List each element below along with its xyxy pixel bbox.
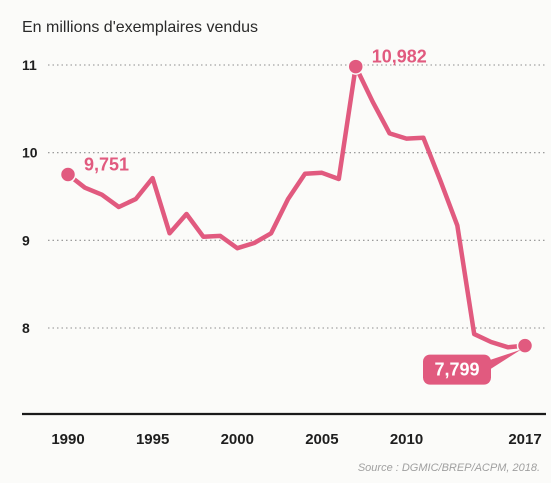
value-label-box xyxy=(423,354,491,385)
y-tick-label: 9 xyxy=(22,232,30,248)
value-label: 7,799 xyxy=(434,360,479,380)
source-note: Source : DGMIC/BREP/ACPM, 2018. xyxy=(358,462,540,474)
y-tick-label: 10 xyxy=(22,145,38,161)
gridlines xyxy=(48,64,546,329)
data-point-marker xyxy=(516,337,534,354)
y-tick-label: 11 xyxy=(22,57,37,73)
x-tick-label: 2000 xyxy=(221,431,254,448)
chart-subtitle: En millions d'exemplaires vendus xyxy=(22,19,258,36)
series-line xyxy=(65,64,528,350)
annotation-layer: 9,751 10,982 7,799 xyxy=(59,47,534,385)
x-tick-label: 2005 xyxy=(305,431,338,448)
x-tick-labels: 1990 1995 2000 2005 2010 2017 xyxy=(51,431,541,448)
y-tick-labels: 8 9 10 11 xyxy=(22,57,38,336)
value-label: 9,751 xyxy=(84,154,129,174)
value-label: 10,982 xyxy=(372,47,427,67)
data-point-marker xyxy=(347,58,364,75)
x-tick-label: 1995 xyxy=(136,431,169,448)
y-tick-label: 8 xyxy=(22,320,30,336)
data-point-marker xyxy=(59,166,77,183)
series-layer xyxy=(65,64,528,350)
x-tick-label: 2010 xyxy=(390,431,423,448)
value-label-pointer xyxy=(488,349,521,371)
x-tick-label: 1990 xyxy=(51,431,84,448)
x-tick-label: 2017 xyxy=(508,431,541,448)
